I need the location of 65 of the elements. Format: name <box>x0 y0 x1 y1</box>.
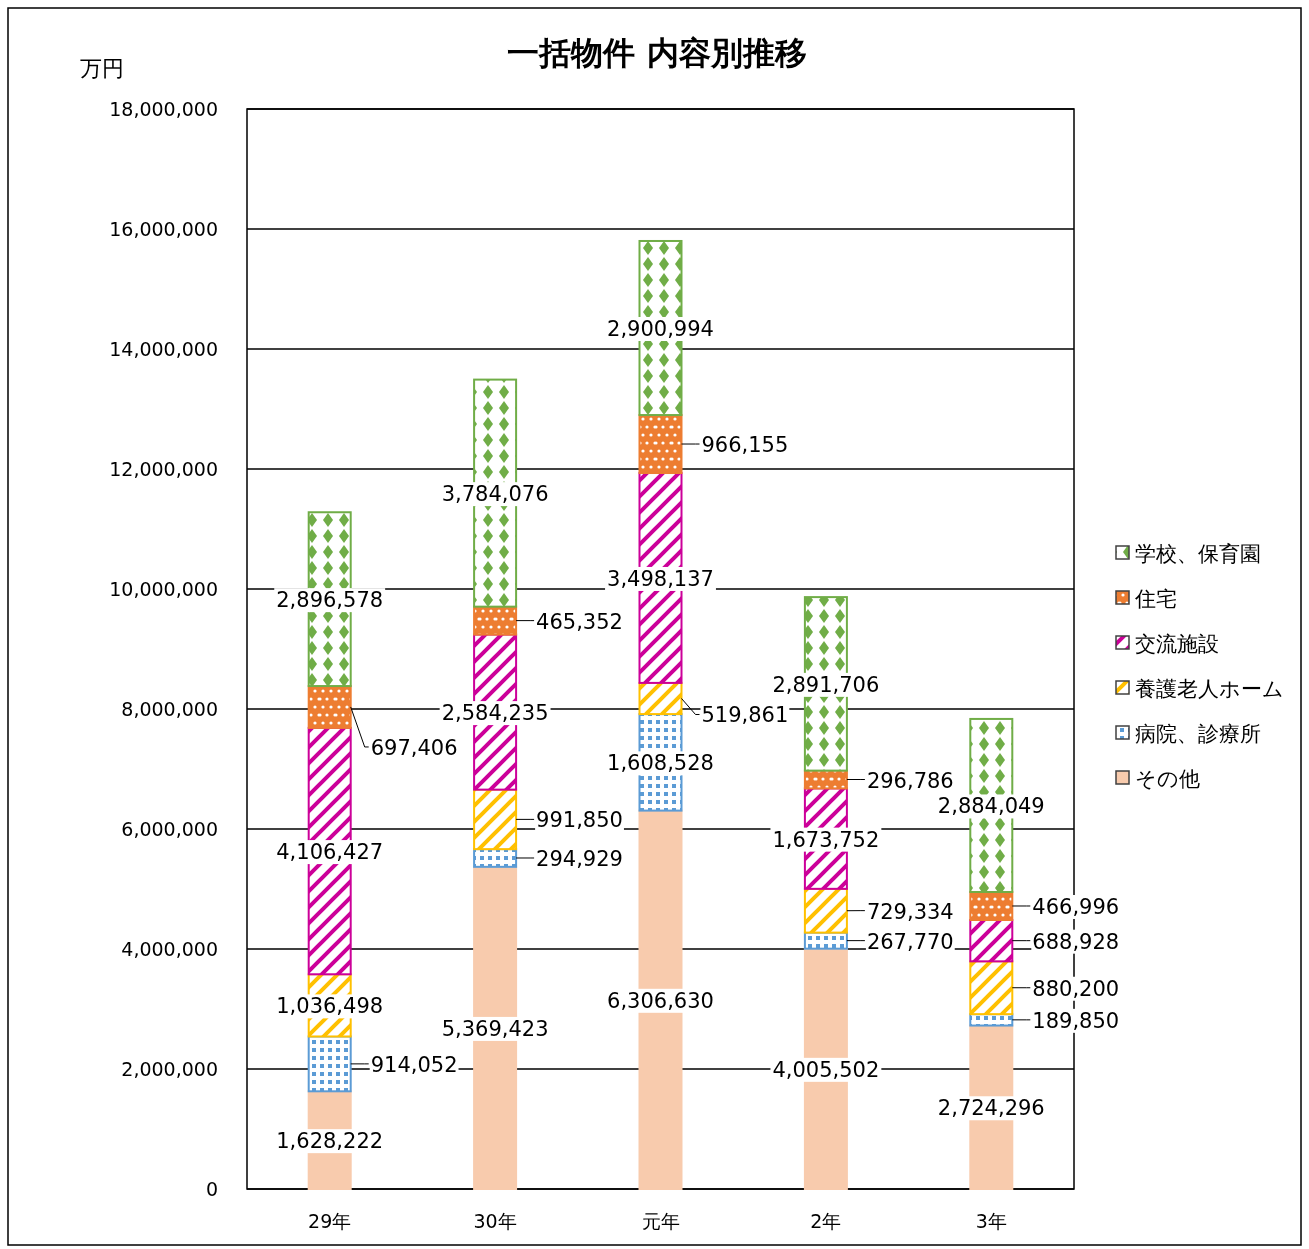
data-label: 519,861 <box>701 703 789 728</box>
data-label: 465,352 <box>536 609 623 634</box>
data-label: 189,850 <box>1032 1008 1120 1033</box>
bar <box>473 848 518 868</box>
legend-label: 学校、保育園 <box>1135 542 1261 566</box>
y-tick-label: 10,000,000 <box>109 578 218 600</box>
x-tick-label: 2年 <box>810 1210 842 1232</box>
chart-title: 一括物件 内容別推移 <box>507 34 807 72</box>
data-label: 688,928 <box>1032 929 1120 954</box>
x-tick-label: 元年 <box>641 1210 680 1232</box>
data-label: 729,334 <box>866 899 954 924</box>
legend-label: 住宅 <box>1134 587 1177 611</box>
data-label: 2,896,578 <box>276 588 384 613</box>
y-tick-label: 8,000,000 <box>121 698 218 720</box>
bar <box>969 890 1014 921</box>
bar <box>969 1013 1014 1027</box>
bar <box>473 788 518 851</box>
bar <box>803 887 848 934</box>
x-tick-label: 3年 <box>975 1210 1007 1232</box>
bar <box>473 605 518 636</box>
data-label: 267,770 <box>866 929 954 954</box>
bar <box>307 1035 352 1093</box>
data-label: 2,884,049 <box>937 794 1045 819</box>
y-axis-title: 万円 <box>80 56 124 81</box>
data-label: 2,584,235 <box>441 701 549 726</box>
bar <box>307 685 352 729</box>
legend-label: 病院、診療所 <box>1135 722 1261 746</box>
data-label: 2,900,994 <box>607 317 714 342</box>
bar <box>638 681 683 716</box>
data-label: 2,891,706 <box>772 672 880 697</box>
data-label: 880,200 <box>1032 976 1120 1001</box>
bar <box>969 960 1014 1016</box>
y-tick-label: 18,000,000 <box>109 98 218 120</box>
y-tick-label: 16,000,000 <box>109 218 218 240</box>
y-tick-label: 4,000,000 <box>121 938 218 960</box>
data-label: 3,498,137 <box>607 566 714 591</box>
y-tick-label: 14,000,000 <box>109 338 218 360</box>
data-label: 5,369,423 <box>441 1016 549 1041</box>
data-label: 1,608,528 <box>607 751 714 776</box>
data-label: 991,850 <box>536 808 623 833</box>
data-label: 914,052 <box>370 1052 458 1077</box>
data-label: 466,996 <box>1032 894 1120 919</box>
y-tick-label: 0 <box>205 1178 218 1200</box>
legend-label: その他 <box>1135 767 1200 791</box>
legend-label: 交流施設 <box>1135 632 1219 656</box>
data-label: 1,036,498 <box>276 994 384 1019</box>
legend-label: 養護老人ホーム <box>1135 677 1284 701</box>
data-label: 4,106,427 <box>276 840 384 865</box>
data-label: 296,786 <box>866 768 954 793</box>
bar <box>969 919 1014 963</box>
y-tick-label: 6,000,000 <box>121 818 218 840</box>
x-tick-label: 29年 <box>308 1210 352 1232</box>
data-label: 697,406 <box>370 735 458 760</box>
data-label: 3,784,076 <box>441 482 549 507</box>
data-label: 1,673,752 <box>772 827 880 852</box>
data-label: 1,628,222 <box>276 1129 384 1154</box>
data-label: 6,306,630 <box>607 988 714 1013</box>
bar <box>638 414 683 475</box>
data-label: 966,155 <box>701 433 789 458</box>
data-label: 4,005,502 <box>772 1057 880 1082</box>
data-label: 2,724,296 <box>937 1096 1045 1121</box>
y-tick-label: 12,000,000 <box>109 458 218 480</box>
data-label: 294,929 <box>536 846 623 871</box>
x-tick-label: 30年 <box>473 1210 517 1232</box>
y-tick-label: 2,000,000 <box>121 1058 218 1080</box>
